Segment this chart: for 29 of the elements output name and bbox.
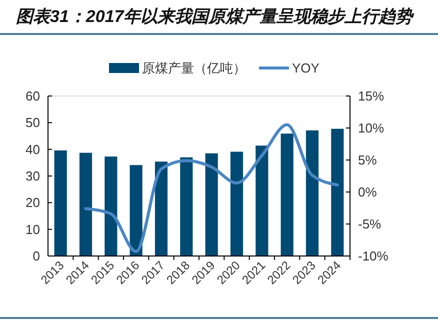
bar xyxy=(280,134,294,256)
bar xyxy=(331,128,344,256)
y2-tick-label: 10% xyxy=(358,120,384,136)
bar xyxy=(205,153,218,256)
y2-tick-label: 0% xyxy=(358,184,378,200)
y2-tick-label: -5% xyxy=(358,216,382,232)
bar xyxy=(306,130,319,256)
y-tick-label: 40 xyxy=(26,142,40,157)
y2-tick-label: -10% xyxy=(358,248,389,264)
bar xyxy=(130,165,142,256)
bar xyxy=(79,152,92,256)
line-series xyxy=(84,123,339,254)
bar xyxy=(154,162,168,256)
y2-tick-label: 15% xyxy=(358,88,384,104)
y-tick-label: 10 xyxy=(26,222,40,237)
y2-tick-label: 5% xyxy=(358,152,378,168)
legend-label: YOY xyxy=(292,60,320,76)
bar xyxy=(256,146,268,256)
y-tick-label: 30 xyxy=(26,168,40,184)
y-tick-label: 60 xyxy=(26,88,40,104)
bar xyxy=(180,157,193,256)
legend-label: 原煤产量（亿吨） xyxy=(142,60,246,76)
y-tick-label: 0 xyxy=(32,248,40,264)
y-tick-label: 20 xyxy=(26,195,40,210)
bar xyxy=(104,156,118,256)
y-tick-label: 50 xyxy=(26,115,40,130)
bar xyxy=(230,152,244,256)
chart-title: 图表31：2017年以来我国原煤产量呈现稳步上行趋势 xyxy=(16,7,415,26)
bar xyxy=(54,150,67,256)
